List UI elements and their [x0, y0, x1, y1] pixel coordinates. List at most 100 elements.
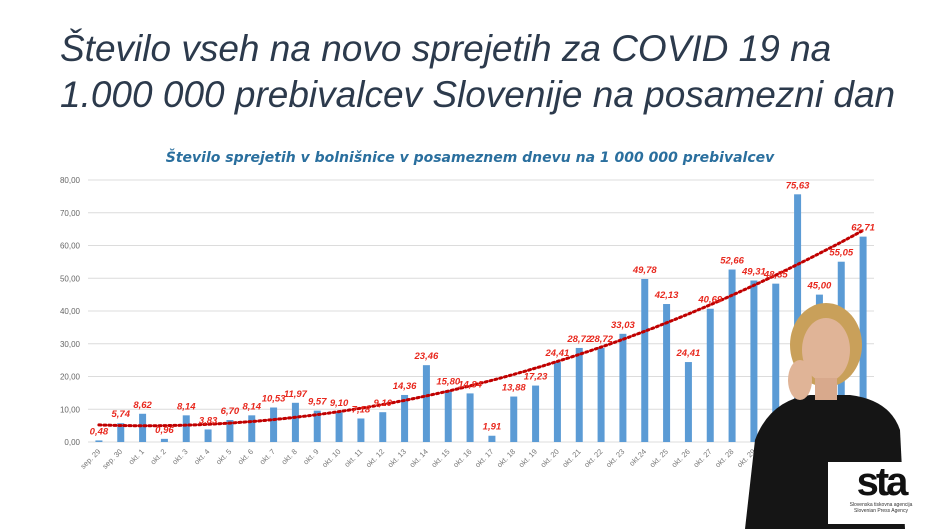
x-tick-label: sep. 30: [100, 447, 124, 471]
bar: [422, 365, 430, 442]
bar: [466, 393, 474, 442]
x-tick-label: okt. 18: [495, 447, 517, 469]
x-tick-label: okt. 12: [364, 447, 386, 469]
x-tick-label: okt. 27: [691, 447, 713, 469]
data-label: 75,63: [786, 180, 810, 191]
data-label: 0,96: [155, 425, 174, 436]
bar: [270, 407, 278, 442]
data-label: 8,14: [243, 401, 262, 412]
bar: [553, 362, 561, 442]
bar: [619, 333, 627, 442]
bar: [728, 269, 736, 442]
data-label: 0,48: [90, 426, 109, 437]
y-tick-label: 40,00: [60, 307, 81, 316]
data-label: 5,74: [112, 409, 131, 420]
x-tick-label: okt. 25: [648, 447, 670, 469]
sta-logo: sta Slovenska tiskovna agencija Slovenia…: [828, 462, 934, 524]
x-tick-label: okt. 26: [670, 447, 692, 469]
y-tick-label: 50,00: [60, 274, 81, 283]
x-tick-label: okt. 9: [301, 447, 320, 466]
data-label: 42,13: [654, 290, 679, 301]
x-tick-label: okt. 22: [582, 447, 604, 469]
chart-title: Število sprejetih v bolnišnice v posamez…: [166, 148, 775, 166]
data-label: 3,83: [199, 415, 218, 426]
bar: [117, 423, 125, 442]
bar: [291, 402, 299, 442]
bar: [488, 435, 496, 442]
bar: [794, 194, 802, 442]
x-tick-label: okt. 6: [236, 447, 255, 466]
data-label: 55,05: [829, 248, 853, 259]
data-label: 52,66: [720, 256, 744, 267]
x-tick-label: okt. 16: [451, 447, 473, 469]
bar: [597, 347, 605, 442]
x-tick-label: okt. 8: [279, 447, 298, 466]
data-label: 14,36: [393, 381, 417, 392]
bar: [182, 415, 190, 442]
slide-title: Število vseh na novo sprejetih za COVID …: [60, 28, 896, 115]
x-tick-label: okt. 13: [386, 447, 408, 469]
bar: [160, 438, 168, 442]
y-tick-label: 30,00: [60, 340, 81, 349]
data-label: 24,41: [545, 348, 570, 359]
y-tick-label: 0,00: [64, 438, 80, 447]
trendline: [97, 228, 865, 428]
bar: [139, 413, 147, 442]
data-label: 17,23: [524, 372, 548, 383]
data-label: 24,41: [676, 348, 701, 359]
y-tick-label: 10,00: [60, 405, 81, 414]
x-tick-label: okt. 21: [560, 447, 582, 469]
data-label: 48,35: [763, 270, 788, 281]
x-tick-label: okt. 11: [342, 447, 364, 469]
data-label: 9,57: [308, 397, 327, 408]
x-tick-label: okt. 1: [127, 447, 146, 466]
data-label: 13,88: [502, 383, 526, 394]
bar: [641, 278, 649, 442]
x-tick-label: okt. 28: [713, 447, 735, 469]
bar: [859, 236, 867, 442]
data-label: 7,18: [352, 404, 371, 415]
bar: [575, 347, 583, 442]
bar: [335, 412, 343, 442]
x-tick-label: okt.24: [627, 447, 648, 468]
data-label: 49,78: [632, 265, 657, 276]
x-tick-label: okt. 14: [408, 447, 430, 469]
bar: [684, 362, 692, 442]
bar: [204, 429, 212, 442]
bar: [772, 283, 780, 442]
x-tick-label: okt. 20: [539, 447, 561, 469]
bar: [532, 385, 540, 442]
x-tick-label: sep. 29: [79, 447, 103, 471]
bar: [750, 280, 758, 442]
bar: [444, 390, 452, 442]
data-label: 14,84: [458, 379, 482, 390]
y-tick-label: 20,00: [60, 373, 81, 382]
x-tick-label: okt. 7: [258, 447, 277, 466]
x-tick-label: okt. 23: [604, 447, 626, 469]
data-label: 23,46: [414, 351, 439, 362]
data-label: 28,72: [588, 334, 613, 345]
data-label: 45,00: [807, 281, 832, 292]
y-tick-label: 60,00: [60, 242, 81, 251]
bar: [357, 418, 365, 442]
bar: [248, 415, 256, 442]
data-label: 15,80: [436, 376, 460, 387]
bar: [663, 304, 671, 442]
data-label: 62,71: [851, 223, 875, 234]
data-label: 40,69: [697, 295, 722, 306]
data-label: 9,10: [374, 398, 393, 409]
bar: [95, 440, 103, 442]
data-label: 10,53: [262, 394, 286, 405]
x-tick-label: okt. 15: [429, 447, 451, 469]
y-tick-label: 80,00: [60, 176, 81, 185]
data-label: 8,62: [133, 400, 152, 411]
x-tick-label: okt. 2: [148, 447, 167, 466]
x-tick-label: okt. 19: [517, 447, 539, 469]
bar: [313, 410, 321, 442]
x-tick-label: okt. 3: [170, 447, 189, 466]
data-label: 1,91: [483, 422, 502, 433]
bar: [706, 308, 714, 442]
data-label: 9,10: [330, 398, 349, 409]
data-label: 28,72: [566, 334, 591, 345]
